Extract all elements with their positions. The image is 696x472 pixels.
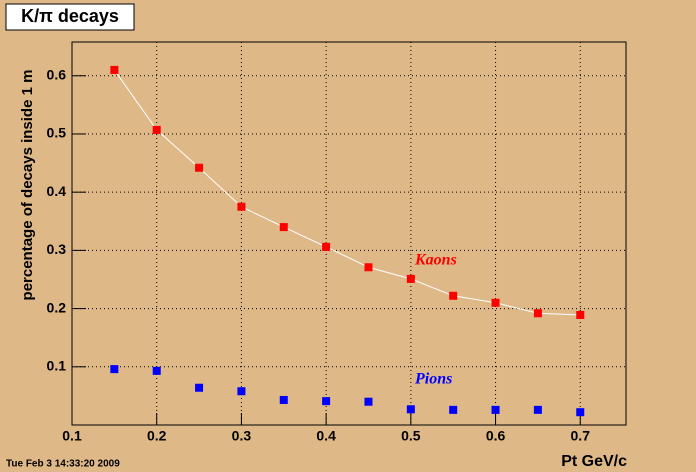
marker [449, 405, 458, 414]
series-line [113, 69, 581, 316]
y-tick-label: 0.2 [47, 299, 67, 315]
marker [195, 163, 204, 172]
marker [237, 202, 246, 211]
marker [406, 274, 415, 283]
y-tick-label: 0.4 [47, 183, 67, 199]
marker [110, 365, 119, 374]
marker [279, 223, 288, 232]
marker [576, 310, 585, 319]
y-tick-label: 0.5 [47, 125, 67, 141]
marker [322, 242, 331, 251]
marker [364, 397, 373, 406]
marker [533, 405, 542, 414]
y-tick-label: 0.1 [47, 357, 67, 373]
title-box [5, 3, 135, 31]
x-tick-label: 0.3 [232, 428, 252, 444]
x-axis-label: Pt GeV/c [561, 453, 627, 470]
chart-title: K/π decays [21, 6, 119, 26]
marker [449, 291, 458, 300]
marker [491, 405, 500, 414]
x-tick-label: 0.2 [147, 428, 167, 444]
x-tick-label: 0.6 [486, 428, 506, 444]
marker [152, 125, 161, 134]
y-tick-label: 0.3 [47, 241, 67, 257]
plot-frame [71, 41, 627, 426]
marker [406, 405, 415, 414]
marker [152, 366, 161, 375]
marker [279, 395, 288, 404]
x-tick-label: 0.7 [571, 428, 591, 444]
y-tick-label: 0.6 [47, 66, 67, 82]
x-tick-label: 0.4 [316, 428, 336, 444]
marker [110, 65, 119, 74]
marker [491, 298, 500, 307]
marker [364, 263, 373, 272]
marker [195, 383, 204, 392]
marker [322, 397, 331, 406]
series-label: Kaons [414, 252, 457, 269]
marker [237, 387, 246, 396]
x-tick-label: 0.1 [62, 428, 82, 444]
timestamp: Tue Feb 3 14:33:20 2009 [6, 459, 120, 470]
y-axis-label: percentage of decays inside 1 m [19, 70, 36, 301]
marker [533, 309, 542, 318]
marker [576, 408, 585, 417]
series-label: Pions [414, 371, 452, 388]
x-tick-label: 0.5 [401, 428, 421, 444]
